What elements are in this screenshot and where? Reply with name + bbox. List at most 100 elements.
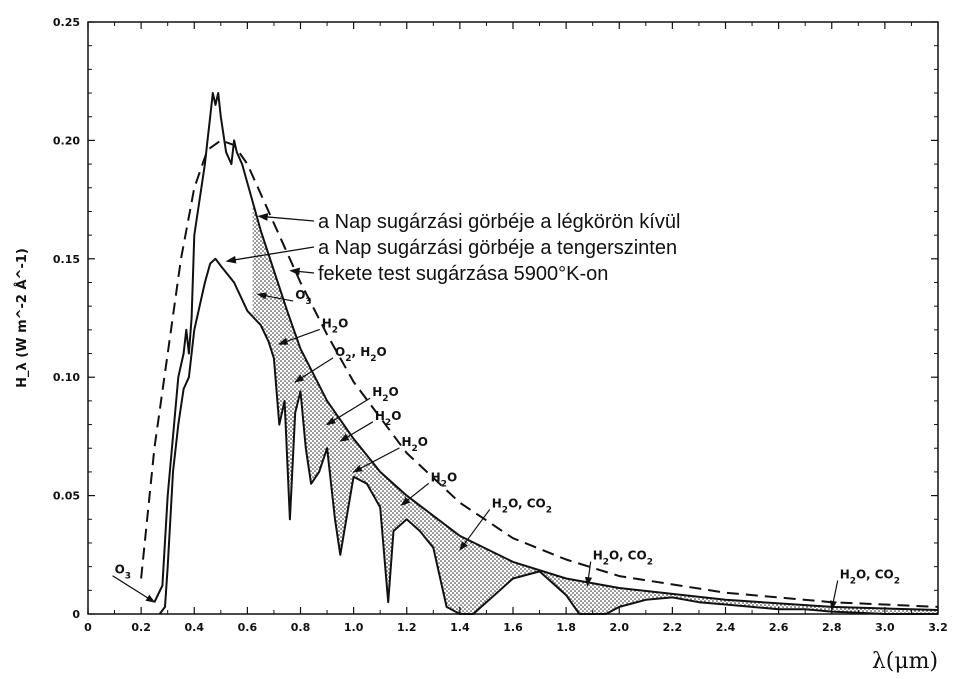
subscript: 2 [332, 325, 338, 335]
x-axis-title: λ(μm) [872, 649, 938, 674]
legend-leader-arrow [225, 246, 315, 264]
x-tick-label: 1.8 [556, 621, 576, 634]
annotation-arrow [112, 575, 156, 603]
label-part: O [295, 288, 305, 302]
subscript: 2 [603, 558, 609, 568]
series-layer [140, 92, 939, 615]
subscript: 2 [385, 418, 391, 428]
absorption-label: H2O, CO2 [840, 567, 900, 586]
x-tick-label: 0.2 [131, 621, 151, 634]
x-tick-label: 2.8 [822, 621, 842, 634]
subscript: 2 [411, 444, 417, 454]
annotation-arrow [400, 482, 430, 506]
label-part: O, CO [609, 549, 647, 563]
y-tick-label: 0.25 [53, 16, 80, 29]
x-tick-label: 2.2 [663, 621, 683, 634]
label-part: O [447, 470, 457, 484]
x-tick-label: 1.4 [450, 621, 470, 634]
absorption-label: H2O [322, 316, 349, 335]
absorption-label: H2O [372, 385, 399, 404]
label-part: H [593, 549, 603, 563]
absorption-shading [252, 202, 938, 614]
x-tick-label: 0 [84, 621, 92, 634]
subscript: 2 [546, 505, 552, 515]
label-part: O [377, 345, 387, 359]
label-part: H [401, 435, 411, 449]
x-tick-label: 1.6 [503, 621, 523, 634]
absorption-fill-layer [252, 202, 938, 614]
plot-frame [87, 21, 939, 615]
x-tick-label: 2.4 [716, 621, 736, 634]
absorption-label: H2O [375, 409, 402, 428]
subscript: 2 [441, 479, 447, 489]
annotation-arrow [352, 447, 400, 473]
annotation-arrow [829, 580, 839, 611]
subscript: 3 [125, 572, 131, 582]
y-tick-label: 0 [72, 608, 80, 621]
label-part: O [338, 316, 348, 330]
subscript: 2 [382, 394, 388, 404]
subscript: 2 [850, 576, 856, 586]
subscript: 2 [370, 354, 376, 364]
annotation-arrow [256, 292, 294, 302]
annotation-arrow [294, 357, 334, 383]
subscript: 2 [894, 576, 900, 586]
absorption-label: H2O [431, 470, 458, 489]
absorption-label: O3 [115, 563, 131, 582]
legend-layer: a Nap sugárzási görbéje a légkörön kívül… [225, 211, 680, 285]
annotation-arrow [326, 397, 371, 426]
axes-layer: 0 0.2 0.4 0.6 0.8 1.0 1.2 1.4 1.6 1.8 2.0 2.2 2.4 2.6… [14, 16, 948, 674]
y-tick-label: 0.10 [53, 371, 80, 384]
label-part: O [115, 563, 125, 577]
label-part: O, CO [856, 567, 894, 581]
absorption-label: H2O, CO2 [492, 496, 552, 515]
absorption-label: O3 [295, 288, 311, 307]
x-tick-label: 3.2 [928, 621, 948, 634]
legend-entry: fekete test sugárzása 5900°K-on [318, 263, 608, 285]
x-tick-label: 2.0 [610, 621, 630, 634]
label-part: , H [352, 345, 371, 359]
series-line-outside-atmosphere [153, 92, 939, 611]
label-part: H [322, 316, 332, 330]
annotation-arrow [278, 328, 320, 345]
subscript: 2 [345, 354, 351, 364]
legend-leader-arrow [257, 213, 315, 222]
label-part: O [335, 345, 345, 359]
subscript: 3 [305, 297, 311, 307]
subscript: 2 [647, 558, 653, 568]
label-part: H [372, 385, 382, 399]
x-tick-label: 3.0 [875, 621, 895, 634]
legend-entry: a Nap sugárzási görbéje a légkörön kívül [318, 211, 680, 233]
x-tick-label: 1.0 [344, 621, 364, 634]
label-part: H [492, 496, 502, 510]
y-tick-label: 0.15 [53, 253, 80, 266]
x-tick-label: 0.4 [185, 621, 205, 634]
series-line-sea-level [158, 257, 938, 615]
y-tick-label: 0.20 [53, 134, 80, 147]
annotation-arrow [459, 509, 491, 552]
legend-leader-arrow [289, 267, 315, 276]
label-part: O, CO [508, 496, 546, 510]
x-tick-label: 0.8 [291, 621, 311, 634]
absorption-label: O2, H2O [335, 345, 387, 364]
annotation-arrow [584, 561, 593, 587]
x-tick-label: 2.6 [769, 621, 789, 634]
annotation-arrow [339, 421, 374, 442]
absorption-label: H2O [401, 435, 428, 454]
series-line-blackbody [140, 139, 939, 608]
label-part: O [391, 409, 401, 423]
label-part: H [375, 409, 385, 423]
label-part: O [389, 385, 399, 399]
absorption-label: H2O, CO2 [593, 549, 653, 568]
y-axis-title: H_λ (W m^-2 Å^-1) [14, 248, 30, 388]
label-part: H [840, 567, 850, 581]
label-part: O [418, 435, 428, 449]
x-tick-label: 1.2 [397, 621, 417, 634]
x-tick-label: 0.6 [238, 621, 258, 634]
y-tick-label: 0.05 [53, 490, 80, 503]
legend-entry: a Nap sugárzási görbéje a tengerszinten [318, 237, 677, 259]
subscript: 2 [502, 505, 508, 515]
